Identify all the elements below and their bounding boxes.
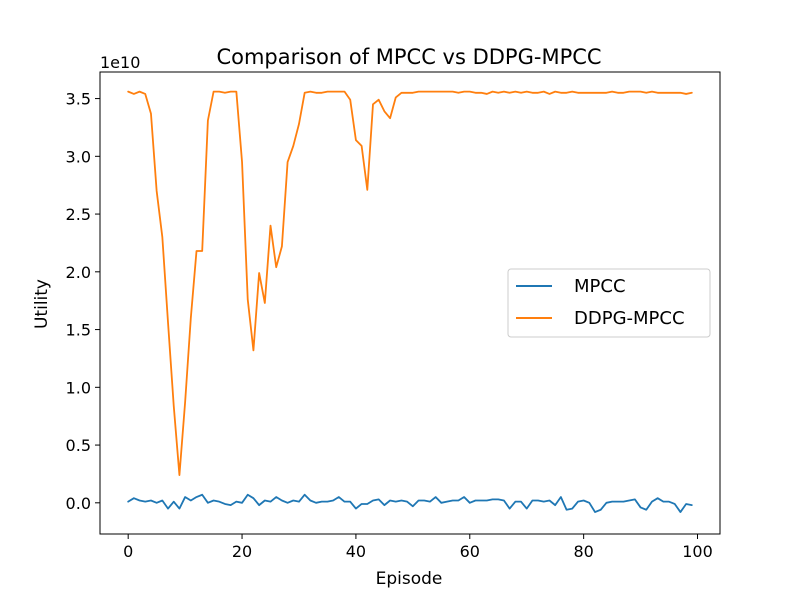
y-axis: 0.0 0.5 1.0 1.5 2.0 2.5 3.0 3.5 (66, 90, 100, 513)
x-tick-label: 60 (460, 542, 480, 561)
y-tick-label: 1.0 (66, 378, 91, 397)
y-tick-label: 3.5 (66, 90, 91, 109)
series-line-mpcc (127, 493, 693, 513)
chart-title: Comparison of MPCC vs DDPG-MPCC (216, 45, 601, 69)
x-tick-label: 80 (573, 542, 593, 561)
y-tick-label: 0.0 (66, 494, 91, 513)
x-tick-label: 100 (682, 542, 713, 561)
legend: MPCC DDPG-MPCC (507, 268, 711, 338)
plot-area (127, 90, 693, 513)
x-axis: 0 20 40 60 80 100 (123, 534, 713, 561)
legend-box (507, 268, 711, 338)
y-tick-label: 2.0 (66, 263, 91, 282)
x-axis-title: Episode (376, 569, 443, 589)
y-tick-label: 2.5 (66, 205, 91, 224)
x-tick-label: 40 (346, 542, 366, 561)
y-axis-title: Utility (32, 279, 52, 329)
series-line-ddpg-mpcc (127, 90, 693, 477)
x-tick-label: 0 (123, 542, 133, 561)
x-tick-label: 20 (232, 542, 252, 561)
y-tick-label: 3.0 (66, 147, 91, 166)
legend-label-mpcc: MPCC (574, 276, 626, 297)
y-axis-scale-label: 1e10 (100, 53, 140, 72)
y-tick-label: 1.5 (66, 321, 91, 340)
axes-frame (99, 71, 721, 535)
y-tick-label: 0.5 (66, 436, 91, 455)
legend-label-ddpg-mpcc: DDPG-MPCC (574, 308, 685, 329)
